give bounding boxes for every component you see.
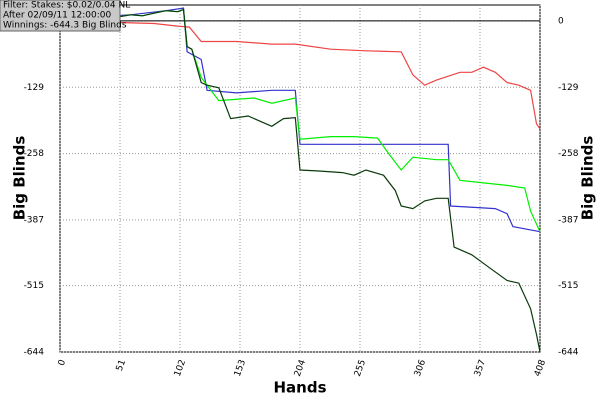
x-tick-label: 306	[413, 358, 428, 378]
y-tick-label: -644	[24, 348, 45, 358]
y-tick-label-right: -387	[558, 215, 578, 225]
x-tick-label: 204	[293, 358, 308, 378]
x-tick-label: 255	[353, 358, 368, 378]
x-tick-label: 0	[57, 358, 68, 367]
series-line	[59, 7, 541, 233]
y-tick-label: -258	[24, 149, 45, 159]
x-axis-title: Hands	[273, 379, 326, 397]
y-tick-label: -129	[24, 83, 45, 93]
x-tick-label: 102	[173, 358, 188, 378]
y-tick-label-right: -258	[558, 149, 579, 159]
y-tick-label-right: -515	[558, 281, 578, 291]
x-tick-label: 51	[115, 358, 128, 372]
info-text: Filter: Stakes: $0.02/0.04 NL	[3, 1, 130, 11]
info-text: After 02/09/11 12:00:00	[3, 11, 111, 21]
series-line	[59, 20, 541, 130]
x-tick-label: 153	[233, 358, 248, 378]
y-tick-label-right: 0	[558, 16, 564, 26]
y-tick-label: -387	[24, 215, 44, 225]
y-axis-title: Big Blinds	[11, 136, 29, 221]
y-tick-label: -515	[24, 281, 44, 291]
x-tick-label: 408	[533, 358, 548, 378]
y-tick-label-right: -129	[558, 83, 579, 93]
series-line	[59, 8, 541, 353]
info-box-bg	[0, 0, 121, 32]
y-axis-title-right: Big Blinds	[579, 136, 597, 221]
y-tick-label-right: -644	[558, 348, 579, 358]
info-text: Winnings: -644.3 Big Blinds	[3, 21, 127, 31]
x-tick-label: 357	[473, 358, 488, 378]
